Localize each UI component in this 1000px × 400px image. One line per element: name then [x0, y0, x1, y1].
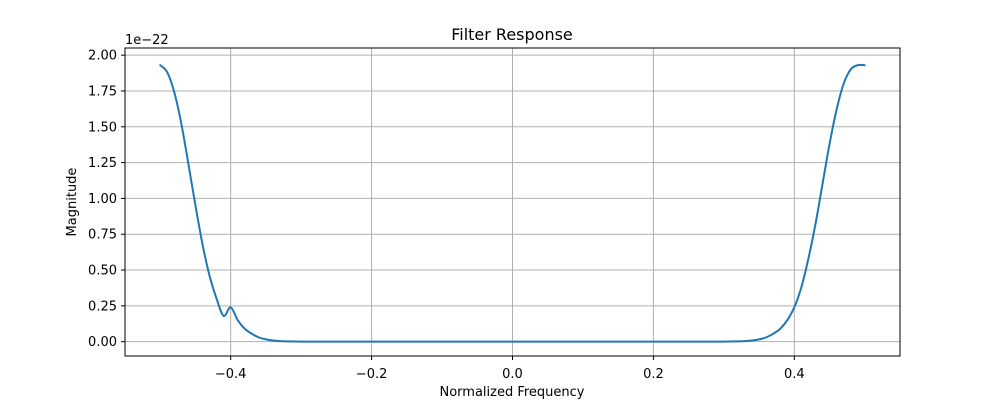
x-axis-label: Normalized Frequency [439, 385, 584, 400]
y-tick-label: 1.25 [88, 156, 117, 171]
y-offset-label: 1e−22 [125, 33, 169, 48]
x-tick-label: 0.4 [784, 367, 805, 382]
x-tick-label: −0.4 [215, 367, 247, 382]
y-axis-label: Magnitude [65, 168, 80, 237]
x-tick-label: 0.2 [643, 367, 664, 382]
series-line [159, 63, 866, 343]
y-tick-label: 1.75 [88, 84, 117, 99]
x-tick-label: 0.0 [502, 367, 523, 382]
y-tick-label: 1.00 [88, 192, 117, 207]
y-tick-label: 1.50 [88, 120, 117, 135]
y-tick-label: 2.00 [88, 49, 117, 64]
x-tick-label: −0.2 [356, 367, 388, 382]
y-tick-label: 0.00 [88, 335, 117, 350]
chart-title: Filter Response [451, 25, 573, 44]
ticks: −0.4 −0.2 0.0 0.2 0.4 0.00 0.25 0.50 0.75 1.00 1.2… [88, 49, 805, 382]
y-tick-label: 0.25 [88, 299, 117, 314]
y-tick-label: 0.75 [88, 228, 117, 243]
y-tick-label: 0.50 [88, 264, 117, 279]
series-layer [159, 63, 866, 343]
